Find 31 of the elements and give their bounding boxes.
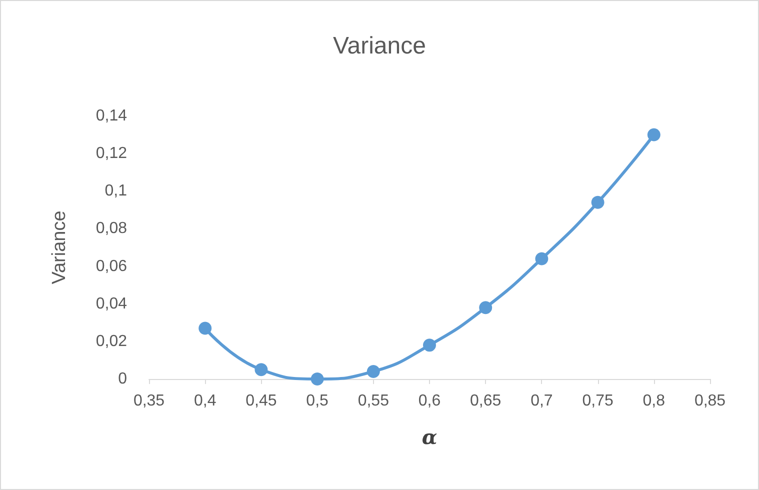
point: [423, 338, 436, 352]
y-tick-label: 0,1: [104, 182, 128, 200]
x-axis-title: α: [422, 425, 438, 449]
x-tick-label: 0,75: [582, 392, 614, 410]
x-tick-label: 0,4: [194, 392, 216, 410]
y-tick-label: 0,12: [96, 145, 128, 162]
y-tick-label: 0,02: [96, 332, 128, 350]
y-tick-label: 0,08: [96, 220, 128, 238]
x-tick-label: 0,45: [246, 392, 277, 410]
point: [647, 128, 660, 142]
point: [366, 364, 380, 378]
x-tick-label: 0,65: [470, 392, 502, 410]
y-tick-label: 0: [118, 370, 128, 388]
x-tick-label: 0,35: [133, 392, 165, 410]
y-tick-label: 0,04: [96, 295, 128, 312]
point: [198, 322, 212, 335]
y-tick-label: 0,14: [96, 108, 128, 124]
point: [535, 252, 548, 266]
x-tick-label: 0,55: [358, 392, 390, 410]
x-tick-label: 0,6: [418, 392, 441, 410]
point: [479, 301, 492, 314]
point: [310, 372, 324, 386]
x-tick-label: 0,85: [694, 392, 726, 410]
y-axis-title: Variance: [49, 210, 70, 284]
x-tick-label: 0,7: [530, 392, 553, 410]
x-tick-label: 0,5: [306, 392, 329, 410]
point: [254, 363, 268, 376]
point: [591, 196, 604, 209]
chart-title: Variance: [333, 32, 426, 60]
y-tick-label: 0,06: [96, 258, 128, 275]
x-tick-label: 0,8: [642, 392, 666, 410]
